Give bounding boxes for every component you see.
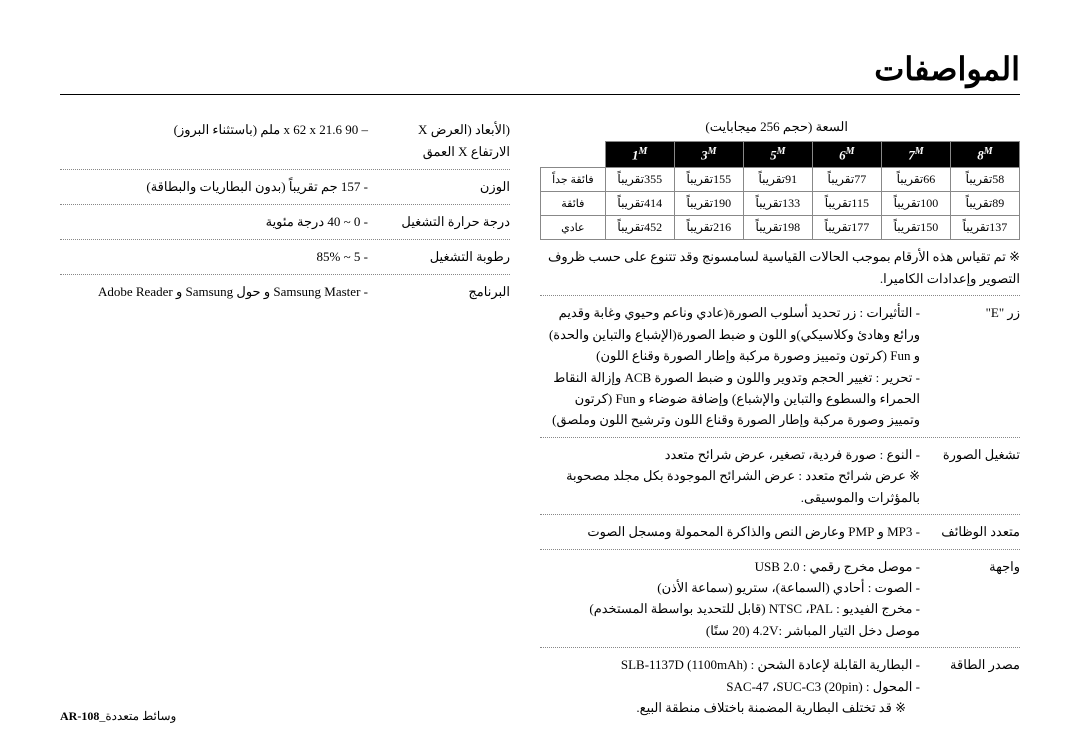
soft-label: البرنامج bbox=[380, 281, 510, 303]
power-note: ※ قد تختلف البطارية المضمنة باختلاف منطق… bbox=[540, 697, 920, 718]
divider bbox=[60, 274, 510, 275]
multi-label: متعدد الوظائف bbox=[920, 521, 1020, 542]
table-cell: 137تقريباً bbox=[950, 216, 1019, 240]
table-cell: 177تقريباً bbox=[812, 216, 881, 240]
table-cell: 66تقريباً bbox=[881, 168, 950, 192]
interface-dcin: موصل دخل التيار المباشر :4.2V (20 سنًا) bbox=[540, 620, 920, 641]
humid-val: - 5 ~ 85% bbox=[60, 246, 368, 268]
interface-audio: - الصوت : أحادي (السماعة)، ستريو (سماعة … bbox=[540, 577, 920, 598]
capacity-caption: السعة (حجم 256 ميجابايت) bbox=[540, 119, 1020, 135]
page-footer: AR-108_وسائط متعددة bbox=[60, 709, 176, 724]
table-header: 8M bbox=[950, 142, 1019, 168]
capacity-table: 8M7M6M5M3M1M 58تقريباً66تقريباً77تقريباً… bbox=[540, 141, 1020, 240]
optemp-val: - 0 ~ 40 درجة مئوية bbox=[60, 211, 368, 233]
footer-text: _وسائط متعددة bbox=[99, 709, 176, 723]
table-cell: 452تقريباً bbox=[605, 216, 674, 240]
capacity-note: ※ تم تقياس هذه الأرقام بموجب الحالات الق… bbox=[540, 246, 1020, 289]
row-header: فائقة جداً bbox=[541, 168, 606, 192]
dims-label: (الأبعاد (العرض X الارتفاع X العمق bbox=[380, 119, 510, 163]
table-row: 58تقريباً66تقريباً77تقريباً91تقريباً155ت… bbox=[541, 168, 1020, 192]
divider bbox=[540, 295, 1020, 296]
table-cell: 77تقريباً bbox=[812, 168, 881, 192]
divider bbox=[540, 647, 1020, 648]
optemp-label: درجة حرارة التشغيل bbox=[380, 211, 510, 233]
soft-val: - Samsung Master و حول Samsung و Adobe R… bbox=[60, 281, 368, 303]
table-cell: 150تقريباً bbox=[881, 216, 950, 240]
power-battery: - البطارية القابلة لإعادة الشحن : SLB-11… bbox=[540, 654, 920, 675]
interface-usb: - موصل مخرج رقمي : USB 2.0 bbox=[540, 556, 920, 577]
table-header: 1M bbox=[605, 142, 674, 168]
table-cell: 355تقريباً bbox=[605, 168, 674, 192]
table-header: 7M bbox=[881, 142, 950, 168]
table-row: 89تقريباً100تقريباً115تقريباً133تقريباً1… bbox=[541, 192, 1020, 216]
interface-label: واجهة bbox=[920, 556, 1020, 642]
playback-label: تشغيل الصورة bbox=[920, 444, 1020, 508]
table-cell: 100تقريباً bbox=[881, 192, 950, 216]
playback-type: - النوع : صورة فردية، تصغير، عرض شرائح م… bbox=[540, 444, 920, 465]
table-cell: 198تقريباً bbox=[743, 216, 812, 240]
table-cell: 414تقريباً bbox=[605, 192, 674, 216]
page-title: المواصفات bbox=[60, 50, 1020, 88]
divider bbox=[540, 437, 1020, 438]
table-header: 6M bbox=[812, 142, 881, 168]
table-cell: 190تقريباً bbox=[674, 192, 743, 216]
table-cell: 58تقريباً bbox=[950, 168, 1019, 192]
divider bbox=[60, 169, 510, 170]
e-edit: - تحرير : تغيير الحجم وتدوير واللون و ضب… bbox=[540, 367, 920, 431]
table-header: 5M bbox=[743, 142, 812, 168]
power-adapter: - المحول : SAC-47 ،SUC-C3 (20pin) bbox=[540, 676, 920, 697]
table-cell: 133تقريباً bbox=[743, 192, 812, 216]
table-row: 137تقريباً150تقريباً177تقريباً198تقريباً… bbox=[541, 216, 1020, 240]
e-button-label: زر "E" bbox=[920, 302, 1020, 431]
row-header: عادي bbox=[541, 216, 606, 240]
table-cell: 216تقريباً bbox=[674, 216, 743, 240]
e-effects: - التأثيرات : زر تحديد أسلوب الصورة(عادي… bbox=[540, 302, 920, 366]
divider bbox=[60, 239, 510, 240]
row-header: فائقة bbox=[541, 192, 606, 216]
playback-note: ※ عرض شرائح متعدد : عرض الشرائح الموجودة… bbox=[540, 465, 920, 508]
table-header: 3M bbox=[674, 142, 743, 168]
page-number: AR-108 bbox=[60, 709, 99, 723]
power-label: مصدر الطاقة bbox=[920, 654, 1020, 718]
table-cell: 155تقريباً bbox=[674, 168, 743, 192]
interface-video: - مخرج الفيديو : NTSC ،PAL (قابل للتحديد… bbox=[540, 598, 920, 619]
weight-label: الوزن bbox=[380, 176, 510, 198]
right-column: السعة (حجم 256 ميجابايت) 8M7M6M5M3M1M 58… bbox=[540, 119, 1020, 719]
multi-val: - MP3 و PMP وعارض النص والذاكرة المحمولة… bbox=[540, 521, 920, 542]
title-divider bbox=[60, 94, 1020, 95]
left-column: (الأبعاد (العرض X الارتفاع X العمق – 90 … bbox=[60, 119, 510, 719]
divider bbox=[540, 514, 1020, 515]
dims-val: – 90 x 62 x 21.6 ملم (باستثناء البروز) bbox=[60, 119, 368, 163]
humid-label: رطوبة التشغيل bbox=[380, 246, 510, 268]
table-cell: 91تقريباً bbox=[743, 168, 812, 192]
table-cell: 115تقريباً bbox=[812, 192, 881, 216]
table-cell: 89تقريباً bbox=[950, 192, 1019, 216]
divider bbox=[60, 204, 510, 205]
divider bbox=[540, 549, 1020, 550]
weight-val: - 157 جم تقريباً (بدون البطاريات والبطاق… bbox=[60, 176, 368, 198]
